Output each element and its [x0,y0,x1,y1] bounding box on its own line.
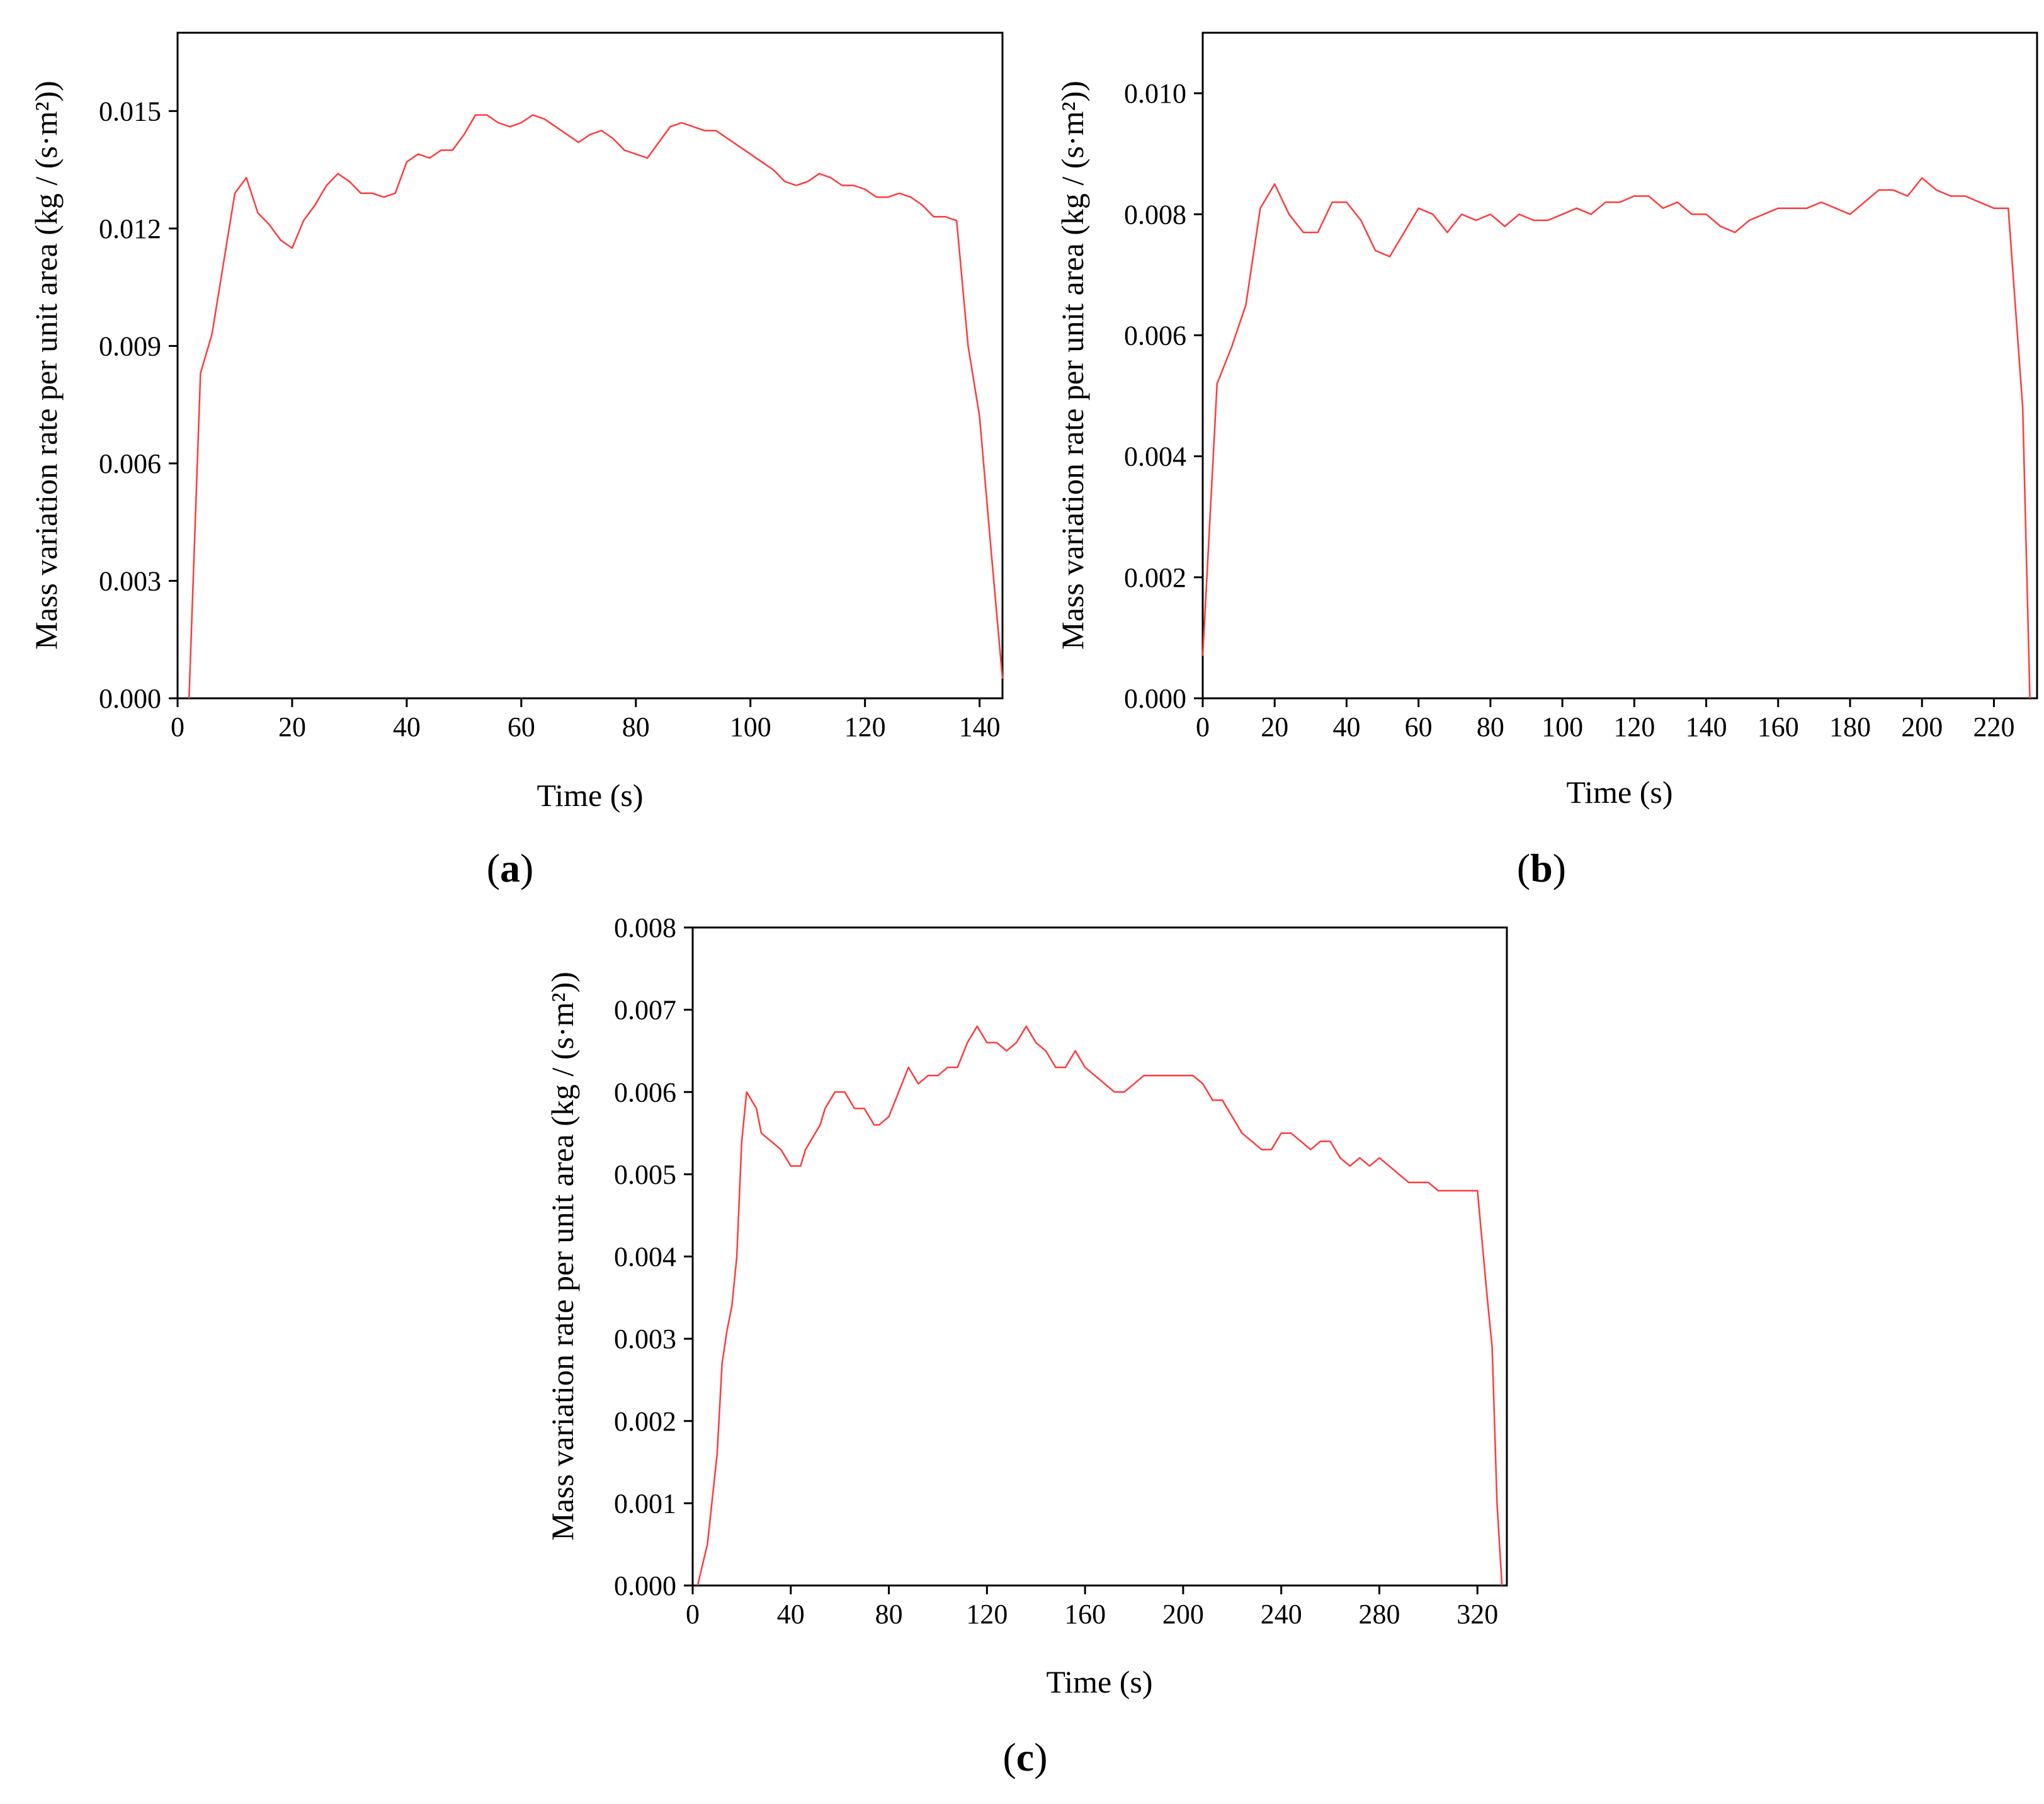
y-axis-title: Mass variation rate per unit area (kg / … [28,81,64,650]
x-tick-label: 160 [1064,1599,1106,1630]
y-tick-label: 0.008 [1124,199,1186,230]
x-axis-title: Time (s) [1046,1664,1152,1699]
chart-panel-b: 0 20 40 60 80 100 120 140 160 180 200 220 0.0000.00… [1055,31,2038,890]
x-axis: 0 20 40 60 80 100 120 140 [171,698,1001,742]
x-tick-label: 100 [730,712,771,742]
panel-label: (b) [1517,846,1566,890]
x-axis-title: Time (s) [537,778,643,813]
y-tick-label: 0.006 [1124,320,1186,351]
y-tick-label: 0.000 [614,1570,676,1601]
y-tick-label: 0.012 [99,213,161,244]
x-tick-label: 140 [1686,712,1727,742]
x-axis-title: Time (s) [1566,774,1672,810]
y-tick-label: 0.004 [614,1242,676,1273]
chart-panel-a: 0 20 40 60 80 100 120 140 0.0000.0030.0060.0090… [28,31,1004,890]
x-tick-label: 320 [1456,1599,1498,1630]
x-axis: 0 40 80 120 160 200 240 280 320 [686,1586,1498,1630]
plot-frame [691,926,1508,1587]
panel-label: (a) [487,846,534,890]
x-tick-label: 200 [1901,712,1943,742]
series-layer [188,114,1004,699]
y-tick-label: 0.006 [614,1077,676,1108]
x-tick-label: 40 [777,1599,805,1630]
x-tick-label: 120 [1613,712,1655,742]
series-layer [1201,177,2031,699]
y-axis-title: Mass variation rate per unit area (kg / … [1055,81,1090,650]
panel-label: (c) [1002,1735,1047,1779]
x-tick-label: 140 [959,712,1001,742]
x-tick-label: 160 [1757,712,1799,742]
y-tick-label: 0.000 [99,683,161,714]
x-tick-label: 40 [393,712,421,742]
y-tick-label: 0.015 [99,96,161,127]
x-tick-label: 120 [844,712,886,742]
x-tick-label: 240 [1261,1599,1302,1630]
x-tick-label: 40 [1332,712,1360,742]
y-tick-label: 0.007 [614,995,676,1026]
y-tick-label: 0.005 [614,1159,676,1190]
series-layer [696,1025,1503,1586]
y-tick-label: 0.001 [614,1488,676,1519]
x-tick-label: 0 [1196,712,1210,742]
y-axis: 0.000 0.002 0.004 0.006 0.008 0.010 [1124,78,1203,714]
x-tick-label: 0 [686,1599,700,1630]
x-tick-label: 120 [966,1599,1008,1630]
y-tick-label: 0.003 [99,565,161,596]
y-tick-label: 0.006 [99,448,161,479]
x-tick-label: 0 [171,712,185,742]
x-tick-label: 100 [1542,712,1583,742]
y-tick-label: 0.009 [99,331,161,361]
y-axis: 0.000 0.001 0.002 0.003 0.004 0.005 0.006 0.007… [614,912,693,1601]
y-tick-label: 0.008 [614,912,676,943]
x-tick-label: 20 [1261,712,1288,742]
x-tick-label: 80 [875,1599,903,1630]
plot-frame [1201,31,2038,700]
chart-panel-c: 0 40 80 120 160 200 240 280 320 0.0000.0010.0020… [545,912,1508,1779]
x-axis: 0 20 40 60 80 100 120 140 160 180 200 220 [1196,698,2014,742]
x-tick-label: 220 [1973,712,2014,742]
series-line [696,1025,1503,1586]
plot-frame [176,31,1004,700]
y-tick-label: 0.010 [1124,78,1186,109]
x-tick-label: 280 [1358,1599,1400,1630]
y-tick-label: 0.004 [1124,441,1186,472]
series-line [1201,177,2031,699]
y-tick-label: 0.002 [1124,562,1186,593]
y-tick-label: 0.003 [614,1324,676,1354]
y-axis-title: Mass variation rate per unit area (kg / … [545,972,580,1541]
x-tick-label: 80 [622,712,650,742]
y-tick-label: 0.002 [614,1406,676,1437]
x-tick-label: 60 [508,712,535,742]
x-tick-label: 80 [1477,712,1504,742]
x-tick-label: 20 [278,712,306,742]
x-tick-label: 200 [1162,1599,1204,1630]
y-tick-label: 0.000 [1124,683,1186,714]
x-tick-label: 60 [1405,712,1433,742]
series-line [188,114,1004,699]
x-tick-label: 180 [1829,712,1871,742]
y-axis: 0.000 0.003 0.006 0.009 0.012 0.015 [99,96,178,714]
